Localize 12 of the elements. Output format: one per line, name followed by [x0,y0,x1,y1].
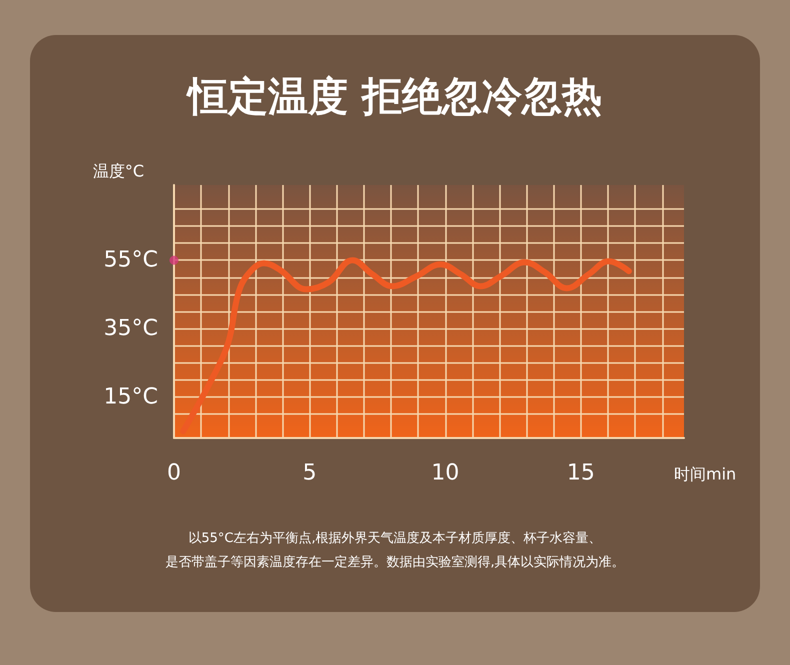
y-tick-label: 35°C [104,316,158,342]
x-tick-label: 0 [167,460,181,486]
x-tick-label: 5 [302,460,317,486]
y-tick-label: 55°C [104,248,158,273]
x-axis-title: 时间min [674,464,736,484]
text: 是否带盖子等因素温度存在一定差异。数据由实验室测得,具体以实际情况为准。 [165,554,625,570]
y-axis-title: 温度°C [92,162,144,180]
y-tick-label: 15°C [104,384,158,410]
x-tick-label: 10 [431,460,460,486]
x-tick-label: 15 [566,460,595,486]
chart-title: 恒定温度 拒绝忽冷忽热 [186,74,602,120]
text: 以55°C左右为平衡点,根据外界天气温度及本子材质厚度、杯子水容量、 [188,530,602,546]
